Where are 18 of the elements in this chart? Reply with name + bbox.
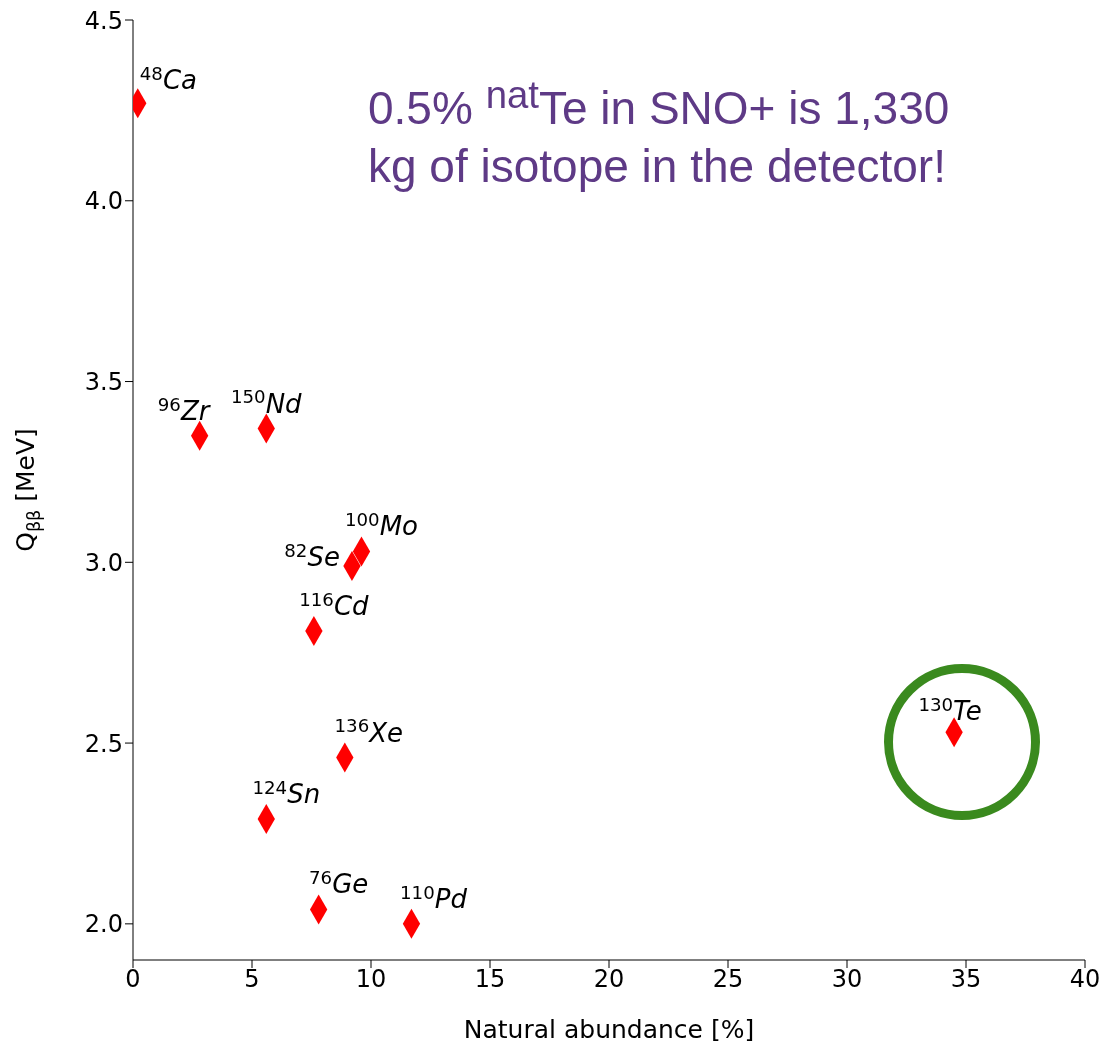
y-axis-title: Qββ [MeV]: [11, 428, 45, 552]
y-tick-label: 4.0: [84, 187, 123, 216]
x-tick-label: 5: [244, 965, 260, 994]
y-tick-label: 2.0: [84, 910, 123, 939]
y-tick-label: 2.5: [84, 729, 123, 758]
x-tick-label: 15: [474, 965, 506, 994]
x-tick-label: 0: [125, 965, 141, 994]
x-tick-label: 20: [593, 965, 625, 994]
y-tick-label: 3.5: [84, 368, 123, 397]
x-tick-label: 25: [712, 965, 744, 994]
x-axis-title: Natural abundance [%]: [463, 1015, 755, 1044]
x-tick-label: 30: [831, 965, 863, 994]
x-tick-label: 35: [950, 965, 982, 994]
y-tick-label: 4.5: [84, 6, 123, 35]
x-tick-label: 10: [355, 965, 387, 994]
x-tick-label: 40: [1069, 965, 1101, 994]
annotation: 0.5% $^{nat}$Te in SNO+ is 1,330 kg of isotope in the detector!: [368, 72, 951, 195]
y-tick-label: 3.0: [84, 548, 123, 577]
